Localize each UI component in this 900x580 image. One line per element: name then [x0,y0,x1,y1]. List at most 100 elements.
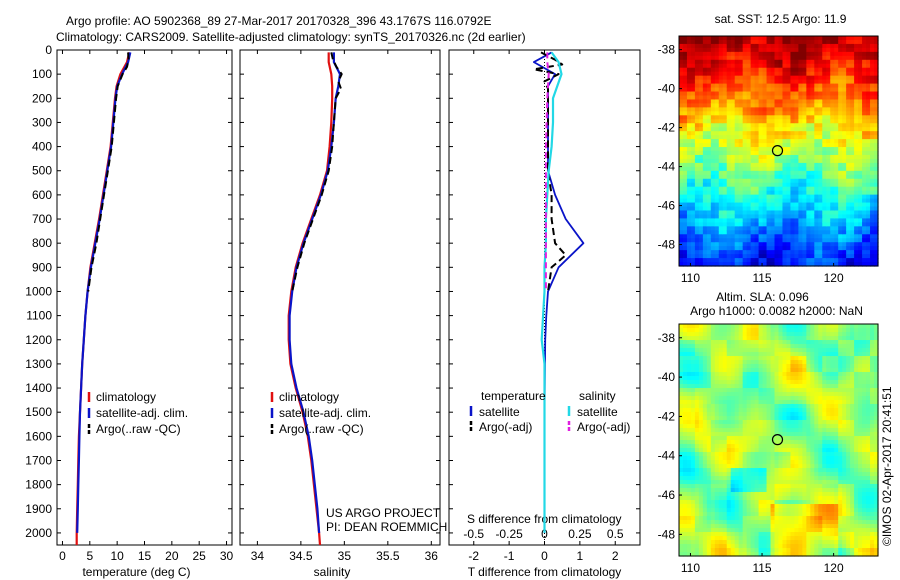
map-cell [774,468,780,473]
map-cell [754,36,760,41]
map-cell [794,440,799,445]
map-cell [798,147,803,152]
map-cell [686,162,692,168]
map-cell [874,75,879,81]
map-cell [742,352,748,357]
map-cell [690,174,696,180]
map-cell [830,79,835,85]
map-cell [734,380,740,385]
map-cell [702,404,708,409]
map-cell [746,214,752,220]
map-cell [714,544,720,549]
map-cell [734,372,740,377]
map-cell [738,67,744,73]
map-cell [766,214,772,220]
map-cell [750,202,756,208]
legend-group-title: salinity [579,389,616,403]
map-cell [794,174,799,180]
map-cell [762,392,768,397]
map-cell [854,131,859,136]
map-cell [702,528,708,533]
map-cell [798,396,803,401]
map-cell [722,336,728,341]
map-cell [862,178,867,184]
map-cell [690,472,696,477]
map-cell [874,71,879,77]
map-cell [710,428,716,433]
map-cell [790,230,796,235]
map-cell [746,552,752,557]
map-cell [710,222,716,227]
map-cell [802,63,807,69]
map-cell [806,47,811,53]
map-cell [714,376,720,381]
map-cell [862,131,867,136]
map-cell [742,51,748,57]
map-cell [682,364,688,369]
map-cell [710,218,716,223]
map-cell [766,135,772,140]
map-cell [858,242,863,247]
map-cell [858,139,863,144]
map-cell [762,87,768,93]
map-cell [746,328,752,333]
map-cell [778,436,784,441]
map-cell [714,36,720,41]
map-cell [794,500,799,505]
map-cell [702,340,708,345]
map-cell [742,87,748,93]
map-cell [726,408,732,413]
map-cell [686,348,692,353]
map-cell [798,340,803,345]
map-cell [746,360,752,365]
map-cell [738,372,744,377]
map-cell [758,91,764,97]
map-cell [802,396,807,401]
map-cell [722,59,728,65]
map-cell [734,540,740,545]
map-cell [806,254,811,259]
map-cell [690,480,696,485]
map-cell [679,376,684,381]
map-cell [726,328,732,333]
map-cell [790,552,796,557]
map-cell [734,95,740,101]
map-cell [750,328,756,333]
map-cell [794,344,799,349]
map-cell [770,388,776,393]
map-cell [842,162,847,168]
map-cell [770,51,776,57]
map-cell [762,71,768,77]
map-cell [786,99,792,105]
map-cell [786,388,792,393]
map-cell [726,508,732,513]
map-cell [774,360,780,365]
map-cell [766,416,772,421]
map-cell [742,151,748,156]
map-cell [818,36,823,41]
map-cell [738,258,744,263]
map-cell [834,262,839,267]
map-cell [746,352,752,357]
map-cell [750,194,756,200]
map-cell [874,262,879,267]
map-cell [834,186,839,192]
map-cell [786,516,792,521]
map-cell [738,143,744,148]
map-cell [794,230,799,235]
map-cell [742,440,748,445]
map-cell [718,464,724,469]
map-cell [726,166,732,172]
map-cell [738,332,744,337]
map-cell [834,238,839,243]
map-cell [786,258,792,263]
map-cell [682,452,688,457]
map-cell [842,182,847,188]
map-cell [682,516,688,521]
map-cell [838,67,843,73]
map-cell [802,127,807,132]
map-cell [798,436,803,441]
map-cell [786,123,792,128]
map-cell [786,131,792,136]
x-tick-label: 20 [165,549,179,563]
